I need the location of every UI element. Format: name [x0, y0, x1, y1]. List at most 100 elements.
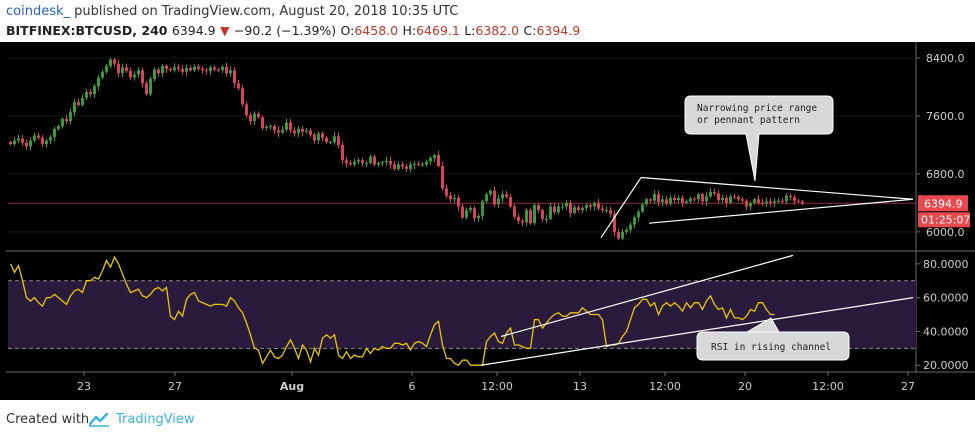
candle-body	[357, 160, 360, 162]
chart-area[interactable]: Narrowing price range or pennant pattern R…	[0, 42, 975, 400]
candle-body	[693, 198, 696, 200]
candle-body	[257, 113, 260, 118]
candle-body	[501, 194, 504, 199]
candle	[213, 65, 216, 72]
candle	[137, 67, 140, 79]
candle-body	[661, 199, 664, 203]
candle	[521, 218, 524, 227]
candle	[489, 189, 492, 197]
candle-body	[401, 164, 404, 167]
pennant-upper-line[interactable]	[640, 176, 914, 200]
candle-body	[161, 65, 164, 74]
candle-body	[545, 218, 548, 220]
candle	[277, 126, 280, 137]
pennant-flagpole-line[interactable]	[600, 177, 642, 239]
candle-body	[109, 59, 112, 66]
candle-body	[681, 197, 684, 203]
candle	[437, 150, 440, 168]
candle	[397, 161, 400, 171]
candle	[309, 128, 312, 138]
rsi-channel-upper-line[interactable]	[500, 254, 794, 338]
time-tick-label: 27	[901, 380, 915, 393]
time-tick-label: 20	[738, 380, 752, 393]
symbol-label[interactable]: BITFINEX:BTCUSD, 240	[6, 23, 168, 38]
candle-body	[433, 155, 436, 158]
rsi-channel-callout[interactable]: RSI in rising channel	[696, 317, 850, 361]
candle	[761, 198, 764, 207]
candle-body	[445, 188, 448, 196]
candle-body	[533, 205, 536, 224]
candle	[681, 195, 684, 208]
candle	[429, 156, 432, 166]
candle-body	[73, 102, 76, 113]
rsi-channel-lower-line[interactable]	[480, 297, 914, 366]
candle	[229, 66, 232, 78]
candle-body	[621, 231, 624, 239]
candle	[665, 195, 668, 206]
candle	[641, 202, 644, 214]
candle-body	[593, 202, 596, 207]
candle	[385, 156, 388, 166]
candle	[361, 157, 364, 167]
candle	[581, 205, 584, 213]
rsi-tick-label: 60.0000	[923, 292, 969, 305]
callout-bubble	[684, 95, 834, 182]
candle-body	[801, 201, 804, 204]
candle-body	[597, 202, 600, 209]
candle	[37, 132, 40, 140]
candle-body	[729, 196, 732, 203]
candle	[465, 207, 468, 220]
last-price-tag[interactable]: 6394.9	[918, 195, 968, 212]
candle	[769, 197, 772, 207]
candle-body	[389, 160, 392, 165]
candle	[45, 138, 48, 148]
candle	[105, 64, 108, 74]
candle	[349, 159, 352, 167]
tradingview-logo-icon[interactable]	[88, 411, 110, 427]
candle-body	[165, 65, 168, 69]
pennant-lower-line[interactable]	[648, 198, 914, 224]
candle-body	[173, 67, 176, 71]
candle	[485, 192, 488, 204]
tradingview-link[interactable]: TradingView	[116, 412, 195, 427]
candle-body	[637, 211, 640, 218]
candle	[797, 198, 800, 203]
candle-body	[281, 129, 284, 133]
candle	[689, 196, 692, 204]
candle	[737, 194, 740, 202]
candle-body	[761, 202, 764, 204]
candle	[741, 197, 744, 204]
candle	[697, 192, 700, 203]
candle-body	[629, 224, 632, 230]
time-tick-label: 23	[77, 380, 91, 393]
candle	[101, 69, 104, 80]
candle	[209, 65, 212, 76]
time-tick-label: 12:00	[481, 380, 513, 393]
candle	[329, 140, 332, 145]
candle	[281, 125, 284, 135]
candle	[573, 204, 576, 215]
candle	[593, 201, 596, 211]
footer: Created with TradingView	[0, 400, 975, 438]
candle	[481, 199, 484, 221]
candle-body	[669, 197, 672, 204]
candle	[345, 156, 348, 168]
candle	[621, 229, 624, 241]
candle	[161, 64, 164, 77]
candle-body	[241, 88, 244, 105]
candle-body	[397, 164, 400, 169]
candle-body	[513, 206, 516, 217]
candle-body	[45, 140, 48, 145]
candle	[565, 199, 568, 211]
countdown-text: 01:25:07	[921, 213, 970, 226]
candle-body	[569, 202, 572, 214]
candle-body	[369, 156, 372, 164]
candle	[41, 135, 44, 147]
candle-body	[557, 206, 560, 213]
candle-body	[265, 126, 268, 129]
candle-body	[717, 193, 720, 200]
time-tick-label: 6	[409, 380, 416, 393]
author-link[interactable]: coindesk_	[6, 4, 71, 19]
